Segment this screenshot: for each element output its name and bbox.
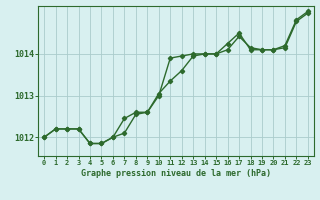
X-axis label: Graphe pression niveau de la mer (hPa): Graphe pression niveau de la mer (hPa) [81,169,271,178]
